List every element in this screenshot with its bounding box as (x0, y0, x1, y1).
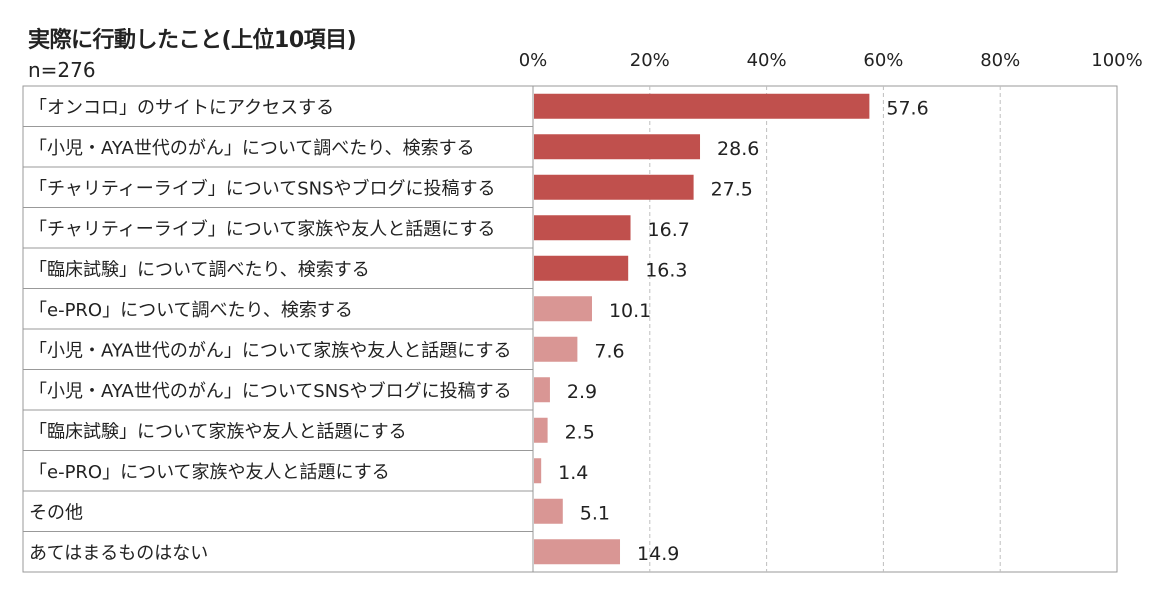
x-tick-label: 0% (519, 50, 548, 71)
category-label: 「チャリティーライブ」についてSNSやブログに投稿する (29, 177, 496, 199)
value-label: 16.3 (645, 259, 687, 281)
value-label: 2.9 (567, 381, 597, 403)
x-tick-label: 60% (863, 50, 903, 71)
category-label: 「チャリティーライブ」について家族や友人と話題にする (29, 218, 495, 240)
bar (534, 336, 578, 362)
category-cell (22, 207, 534, 249)
bar (534, 539, 621, 565)
category-label: 「小児・AYA世代のがん」についてSNSやブログに投稿する (29, 380, 512, 402)
category-cell (22, 369, 534, 411)
category-label: 「臨床試験」について家族や友人と話題にする (29, 421, 407, 442)
x-tick-label: 40% (747, 50, 787, 71)
x-tick-label: 20% (630, 50, 670, 71)
category-cell (22, 490, 534, 532)
value-label: 2.5 (565, 421, 595, 443)
value-label: 14.9 (637, 543, 679, 565)
category-cell (22, 328, 534, 370)
category-label: 「e-PRO」について家族や友人と話題にする (29, 462, 390, 483)
bar (534, 93, 870, 119)
category-label: 「小児・AYA世代のがん」について家族や友人と話題にする (29, 340, 511, 361)
bar (534, 498, 563, 524)
category-label: 「e-PRO」について調べたり、検索する (29, 300, 353, 321)
plot-frame (532, 85, 1118, 573)
bar (534, 134, 701, 160)
bar (534, 174, 694, 200)
category-cell (22, 247, 534, 289)
category-label: 「臨床試験」について調べたり、検索する (29, 259, 370, 280)
bar (534, 215, 631, 241)
x-tick-label: 80% (980, 50, 1020, 71)
chart-title: 実際に行動したこと(上位10項目) (28, 28, 357, 53)
category-label: あてはまるものはない (29, 543, 208, 564)
value-label: 1.4 (558, 462, 588, 484)
value-label: 27.5 (711, 178, 753, 200)
category-cell (22, 531, 534, 573)
bar (534, 255, 629, 281)
bar (534, 417, 548, 443)
category-label: その他 (29, 502, 83, 523)
value-label: 28.6 (717, 138, 759, 160)
category-cell (22, 288, 534, 330)
category-label: 「オンコロ」のサイトにアクセスする (29, 97, 334, 118)
category-cell (22, 450, 534, 492)
bar (534, 296, 592, 322)
value-label: 7.6 (594, 340, 624, 362)
value-label: 57.6 (886, 97, 928, 119)
bar (534, 458, 542, 484)
bar (534, 377, 550, 403)
value-label: 5.1 (580, 502, 610, 524)
value-label: 16.7 (648, 219, 690, 241)
value-label: 10.1 (609, 300, 651, 322)
category-label: 「小児・AYA世代のがん」について調べたり、検索する (29, 138, 475, 159)
sample-size: n=276 (28, 58, 96, 82)
x-tick-label: 100% (1091, 50, 1142, 71)
